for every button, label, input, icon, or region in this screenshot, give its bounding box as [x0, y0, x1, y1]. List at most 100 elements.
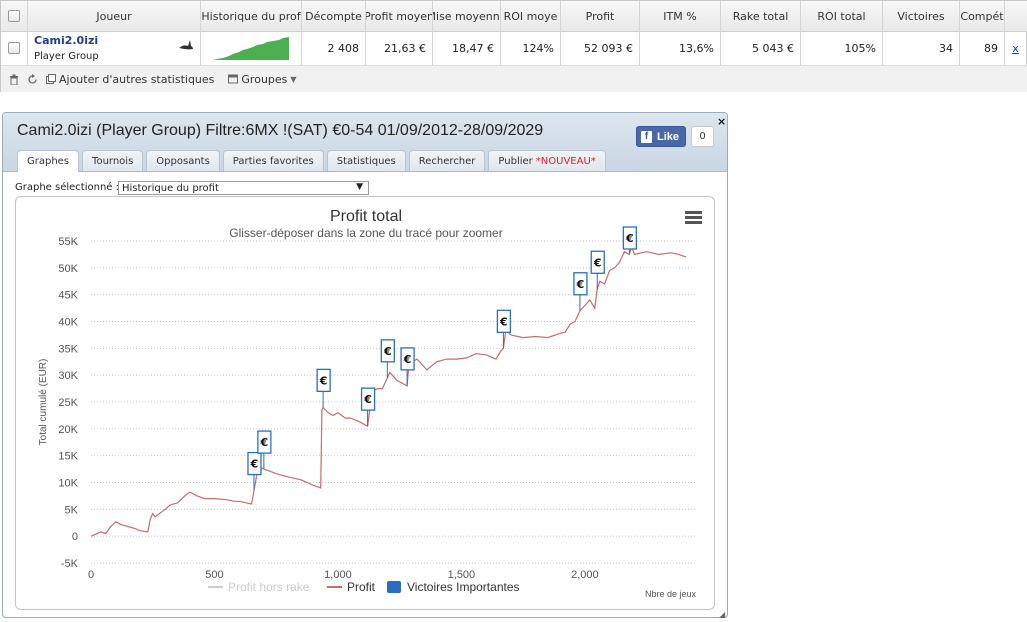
player-cell: Cami2.0izi Player Group	[28, 31, 201, 65]
y-tick-label: 0	[72, 531, 78, 543]
graph-select[interactable]: Historique du profit ▼	[118, 181, 369, 195]
y-tick-label: 55K	[58, 236, 78, 248]
important-win-flag[interactable]: €	[257, 430, 272, 470]
legend-important-wins: Victoires Importantes	[407, 580, 520, 594]
player-name-link[interactable]: Cami2.0izi	[34, 33, 99, 47]
header-profit[interactable]: Profit	[561, 1, 640, 31]
y-tick-label: 40K	[58, 317, 78, 329]
y-tick-label: 35K	[58, 343, 78, 355]
y-tick-label: 20K	[58, 424, 78, 436]
svg-text:€: €	[625, 232, 634, 245]
tab-opposants[interactable]: Opposants	[146, 150, 220, 171]
facebook-icon: f	[641, 130, 652, 143]
wins-cell: 34	[883, 31, 960, 65]
groups-label: Groupes	[241, 72, 288, 86]
tab-publier[interactable]: Publier *NOUVEAU*	[488, 150, 606, 171]
y-axis-label: Total cumulé (EUR)	[38, 359, 49, 446]
svg-text:€: €	[576, 278, 585, 291]
header-competitions[interactable]: Compét	[960, 1, 1005, 31]
chart-title: Profit total	[330, 208, 402, 225]
x-tick-label: 0	[88, 569, 94, 581]
tab-statistiques[interactable]: Statistiques	[326, 150, 406, 171]
important-win-flag[interactable]: €	[400, 347, 415, 386]
y-tick-label: 30K	[58, 370, 78, 382]
remove-player-link[interactable]: x	[1012, 41, 1019, 55]
tab-rechercher[interactable]: Rechercher	[408, 150, 486, 171]
profit-chart[interactable]: Profit total Glisser-déposer dans la zone…	[15, 196, 715, 610]
tab-tournois[interactable]: Tournois	[82, 150, 144, 171]
groups-dropdown[interactable]: Groupes ▼	[228, 72, 297, 86]
avg-roi-cell: 124%	[501, 31, 561, 65]
itm-cell: 13,6%	[640, 31, 721, 65]
graph-panel: Cami2.0izi (Player Group) Filtre:6MX !(S…	[2, 112, 728, 619]
row-select[interactable]	[1, 31, 28, 65]
table-header-row: Joueur Historique du prof Décompte Profi…	[1, 1, 1027, 32]
important-win-flag[interactable]: €	[573, 272, 588, 311]
svg-text:€: €	[363, 393, 372, 406]
chevron-down-icon: ▼	[356, 182, 363, 192]
tab-parties-favorites[interactable]: Parties favorites	[222, 150, 324, 171]
rake-total-cell: 5 043 €	[721, 31, 801, 65]
facebook-like-button[interactable]: f Like	[636, 126, 687, 147]
header-avg-roi[interactable]: ROI moye	[501, 1, 561, 31]
profit-cell: 52 093 €	[561, 31, 640, 65]
header-rake-total[interactable]: Rake total	[721, 1, 801, 31]
y-tick-label: -5K	[61, 558, 79, 570]
header-itm[interactable]: ITM %	[640, 1, 721, 31]
header-roi-total[interactable]: ROI total	[801, 1, 883, 31]
roi-total-cell: 105%	[801, 31, 883, 65]
important-win-flag[interactable]: €	[380, 339, 395, 378]
tab-graphes[interactable]: Graphes	[17, 150, 80, 172]
avg-profit-cell: 21,63 €	[366, 31, 433, 65]
profit-series-line	[90, 244, 687, 537]
chart-menu-icon[interactable]	[685, 211, 702, 224]
panel-title: Cami2.0izi (Player Group) Filtre:6MX !(S…	[17, 122, 544, 139]
graph-select-label: Graphe sélectionné :	[15, 182, 119, 193]
groups-icon	[228, 74, 239, 84]
count-cell: 2 408	[302, 31, 366, 65]
legend-swatch-important-wins	[387, 581, 401, 593]
table-row: Cami2.0izi Player Group 2 408 21,63 € 18…	[1, 31, 1027, 65]
add-stats-icon	[46, 74, 56, 84]
chart-subtitle: Glisser-déposer dans la zone du tracé po…	[229, 226, 502, 240]
important-win-flag[interactable]: €	[590, 250, 605, 290]
tab-publier-label: Publier	[498, 155, 533, 167]
refresh-icon[interactable]	[27, 73, 38, 85]
resize-handle-icon[interactable]: ◢	[719, 610, 726, 619]
header-profit-history[interactable]: Historique du prof	[201, 1, 302, 31]
table-toolbar: Ajouter d'autres statistiques Groupes ▼	[1, 65, 1027, 92]
y-tick-label: 50K	[58, 263, 78, 275]
add-stats-label: Ajouter d'autres statistiques	[59, 72, 215, 86]
row-checkbox[interactable]	[8, 42, 20, 54]
facebook-like-label: Like	[657, 130, 680, 143]
svg-text:€: €	[593, 256, 602, 269]
header-count[interactable]: Décompte	[302, 1, 366, 31]
graph-select-value: Historique du profit	[122, 182, 219, 194]
important-win-flag[interactable]: €	[247, 451, 262, 491]
header-remove	[1005, 1, 1026, 31]
important-win-flag[interactable]: €	[496, 309, 512, 349]
important-win-flag[interactable]: €	[316, 368, 331, 408]
profit-history-sparkline[interactable]	[201, 31, 302, 65]
legend-profit: Profit	[347, 580, 376, 594]
header-avg-stake[interactable]: Mise moyenne	[433, 1, 501, 31]
add-stats-button[interactable]: Ajouter d'autres statistiques	[46, 73, 214, 86]
x-tick-label: 1,500	[448, 569, 476, 581]
header-wins[interactable]: Victoires	[883, 1, 960, 31]
header-select-all[interactable]	[1, 1, 28, 31]
close-icon[interactable]: ×	[717, 115, 727, 128]
panel-header: Cami2.0izi (Player Group) Filtre:6MX !(S…	[3, 113, 727, 172]
important-win-flag[interactable]: €	[622, 226, 637, 255]
y-tick-label: 25K	[58, 397, 78, 409]
header-player[interactable]: Joueur	[28, 1, 201, 31]
y-tick-label: 45K	[58, 290, 78, 302]
sparkline-graph	[213, 37, 289, 60]
svg-text:€: €	[260, 436, 269, 449]
trash-icon[interactable]	[9, 74, 19, 85]
select-all-checkbox[interactable]	[8, 10, 20, 22]
y-tick-label: 5K	[65, 504, 79, 516]
x-axis-label: Nbre de jeux	[645, 589, 697, 599]
header-avg-profit[interactable]: Profit moyen	[366, 1, 433, 31]
important-win-flag[interactable]: €	[360, 387, 376, 427]
